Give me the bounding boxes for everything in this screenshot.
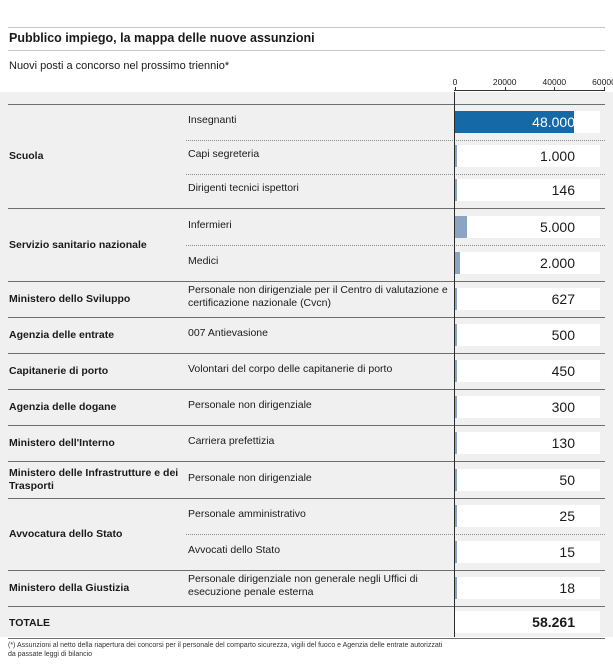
- bar: [455, 111, 575, 133]
- row-item: Personale non dirigenziale: [188, 471, 312, 484]
- value-cell: [455, 216, 600, 238]
- bar: [455, 252, 460, 274]
- x-tick-label: 60000: [592, 77, 613, 87]
- row-item: Personale non dirigenziale: [188, 398, 312, 411]
- value-cell: [455, 396, 600, 418]
- row-category: Ministero della Giustizia: [9, 581, 130, 594]
- row-item: Capi segreteria: [188, 147, 260, 160]
- total-label: TOTALE: [9, 617, 51, 629]
- value-cell: [455, 541, 600, 563]
- data-label: 1.000: [539, 148, 575, 164]
- footnote: (*) Assunzioni al netto della riapertura…: [8, 642, 443, 658]
- bar: [455, 360, 457, 382]
- row-separator: [186, 534, 605, 535]
- row-item: 007 Antievasione: [188, 326, 268, 339]
- row-item: Insegnanti: [188, 113, 237, 126]
- data-label: 627: [551, 291, 575, 307]
- data-label: 500: [551, 327, 575, 343]
- value-cell: [455, 252, 600, 274]
- row-separator: [8, 389, 605, 390]
- bar: [455, 577, 457, 599]
- x-tick-label: 20000: [492, 77, 517, 87]
- x-tick-mark: [604, 87, 605, 91]
- row-separator: [186, 245, 605, 246]
- data-label: 15: [559, 544, 575, 560]
- row-separator: [8, 498, 605, 499]
- row-item: Avvocati dello Stato: [188, 543, 281, 556]
- value-cell: [455, 145, 600, 167]
- value-cell: [455, 577, 600, 599]
- row-separator: [8, 425, 605, 426]
- title-bottom-rule: [8, 50, 605, 51]
- value-cell: [455, 360, 600, 382]
- bar: [455, 505, 457, 527]
- data-label: 25: [559, 508, 575, 524]
- bar: [455, 145, 458, 167]
- data-label: 48.000: [532, 114, 575, 130]
- data-label: 130: [551, 435, 575, 451]
- data-label: 146: [551, 182, 575, 198]
- row-separator: [8, 208, 605, 209]
- row-item: Volontari del corpo delle capitanerie di…: [188, 362, 393, 375]
- chart-subtitle: Nuovi posti a concorso nel prossimo trie…: [9, 60, 230, 72]
- x-tick-mark: [455, 87, 456, 91]
- row-separator: [186, 174, 605, 175]
- row-item: Medici: [188, 254, 219, 267]
- row-category: Servizio sanitario nazionale: [9, 238, 147, 251]
- value-cell: [455, 288, 600, 310]
- row-category: Ministero dello Sviluppo: [9, 292, 131, 305]
- bar: [455, 432, 457, 454]
- row-item: Dirigenti tecnici ispettori: [188, 181, 299, 194]
- data-label: 2.000: [539, 255, 575, 271]
- row-category: Scuola: [9, 149, 44, 162]
- x-tick-label: 0: [452, 77, 458, 87]
- x-tick-mark: [504, 87, 506, 91]
- row-separator: [8, 281, 605, 282]
- total-value: 58.261: [532, 614, 575, 630]
- value-cell: [455, 469, 600, 491]
- row-separator: [8, 606, 605, 607]
- row-category: Avvocatura dello Stato: [9, 527, 123, 540]
- row-category: Agenzia delle entrate: [9, 328, 115, 341]
- row-category: Agenzia delle dogane: [9, 400, 117, 413]
- row-separator: [8, 317, 605, 318]
- row-separator: [186, 140, 605, 141]
- bar: [455, 179, 457, 201]
- x-tick-mark: [554, 87, 556, 91]
- value-cell: [455, 324, 600, 346]
- bar: [455, 324, 457, 346]
- data-label: 50: [559, 472, 575, 488]
- x-axis-line: [454, 90, 604, 91]
- row-item: Infermieri: [188, 218, 232, 231]
- row-category: Capitanerie di porto: [9, 364, 109, 377]
- value-cell: [455, 505, 600, 527]
- value-cell: [455, 432, 600, 454]
- row-separator: [8, 353, 605, 354]
- data-label: 450: [551, 363, 575, 379]
- row-item: Personale amministrativo: [188, 507, 306, 520]
- data-label: 5.000: [539, 219, 575, 235]
- total-cell: [455, 611, 600, 633]
- data-label: 300: [551, 399, 575, 415]
- row-separator: [8, 461, 605, 462]
- row-separator: [8, 570, 605, 571]
- bar: [455, 396, 457, 418]
- zero-baseline: [454, 92, 455, 637]
- row-category: Ministero delle Infrastrutture e dei Tra…: [9, 467, 179, 492]
- bar: [455, 541, 457, 563]
- bottom-rule: [8, 638, 605, 639]
- row-category: Ministero dell'Interno: [9, 436, 115, 449]
- title-top-rule: [8, 27, 605, 28]
- chart-title: Pubblico impiego, la mappa delle nuove a…: [9, 31, 315, 45]
- value-cell: [455, 179, 600, 201]
- row-separator: [8, 104, 605, 105]
- bar: [455, 216, 468, 238]
- bar: [455, 288, 457, 310]
- row-item: Personale dirigenziale non generale negl…: [188, 573, 418, 598]
- bar: [455, 469, 457, 491]
- row-item: Personale non dirigenziale per il Centro…: [188, 284, 448, 309]
- row-item: Carriera prefettizia: [188, 434, 275, 447]
- x-tick-label: 40000: [542, 77, 567, 87]
- data-label: 18: [559, 580, 575, 596]
